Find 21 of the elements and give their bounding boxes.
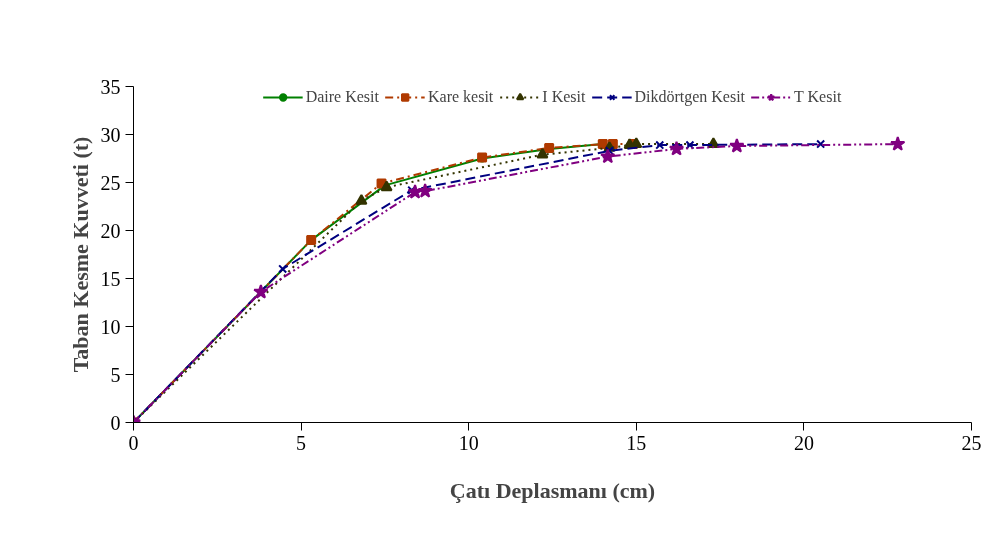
y-tick-label: 0 — [110, 411, 121, 434]
y-axis-title: Taban Kesme Kuvveti (t) — [67, 136, 93, 373]
x-tick-label: 10 — [458, 431, 479, 454]
x-tick-label: 5 — [296, 431, 307, 454]
x-tick-label: 15 — [626, 431, 647, 454]
legend-label: Dikdörtgen Kesit — [634, 88, 746, 106]
x-axis-title: Çatı Deplasmanı (cm) — [449, 477, 656, 503]
y-tick-label: 5 — [110, 363, 121, 386]
legend-label: I Kesit — [542, 88, 586, 106]
x-tick-label: 25 — [961, 431, 982, 454]
legend-label: Daire Kesit — [305, 88, 379, 106]
x-tick-label: 0 — [128, 431, 139, 454]
y-tick-label: 10 — [100, 315, 121, 338]
y-tick-label: 25 — [100, 171, 121, 194]
y-tick-label: 35 — [100, 75, 121, 98]
x-tick-label: 20 — [793, 431, 814, 454]
legend-label: Kare kesit — [427, 88, 494, 106]
y-tick-label: 20 — [100, 219, 121, 242]
legend-label: T Kesit — [794, 88, 842, 106]
y-tick-label: 15 — [100, 267, 121, 290]
y-tick-label: 30 — [100, 123, 121, 146]
